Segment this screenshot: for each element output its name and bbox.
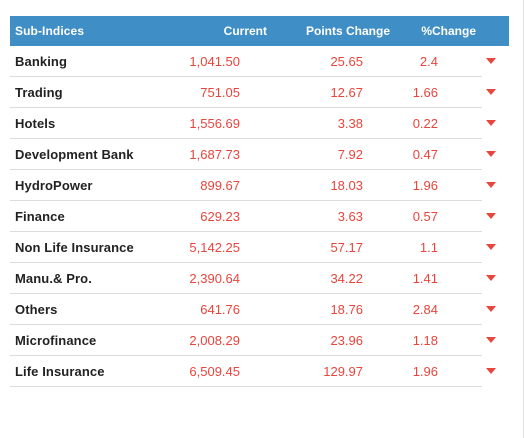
table-header: Sub-Indices Current Points Change %Chang…: [10, 16, 509, 46]
row-current: 1,687.73: [189, 146, 240, 162]
row-current: 5,142.25: [189, 239, 240, 255]
row-percent-change: 2.4: [419, 53, 438, 69]
row-name: Hotels: [15, 115, 56, 131]
row-name: Development Bank: [15, 146, 134, 162]
table-row[interactable]: Finance 629.23 3.63 0.57: [10, 201, 496, 232]
row-current: 1,556.69: [189, 115, 240, 131]
row-percent-change: 1.96: [412, 177, 438, 193]
table-row[interactable]: Others 641.76 18.76 2.84: [10, 294, 496, 325]
row-percent-change: 0.22: [412, 115, 438, 131]
row-name: Others: [15, 301, 58, 317]
down-arrow-icon: [486, 368, 496, 374]
table-row[interactable]: Non Life Insurance 5,142.25 57.17 1.1: [10, 232, 496, 263]
row-points-change: 129.97: [323, 363, 363, 379]
row-name: Life Insurance: [15, 363, 105, 379]
row-percent-change: 1.66: [412, 84, 438, 100]
table-row[interactable]: Trading 751.05 12.67 1.66: [10, 77, 496, 108]
row-current: 899.67: [200, 177, 240, 193]
row-current: 629.23: [200, 208, 240, 224]
row-name: HydroPower: [15, 177, 93, 193]
row-percent-change: 0.47: [412, 146, 438, 162]
row-percent-change: 1.1: [419, 239, 438, 255]
frame-border: [523, 0, 524, 438]
row-current: 2,390.64: [189, 270, 240, 286]
row-name: Microfinance: [15, 332, 97, 348]
table-row[interactable]: Microfinance 2,008.29 23.96 1.18: [10, 325, 496, 356]
table-row[interactable]: Hotels 1,556.69 3.38 0.22: [10, 108, 496, 139]
table-row[interactable]: Banking 1,041.50 25.65 2.4: [10, 46, 496, 77]
row-points-change: 23.96: [330, 332, 363, 348]
row-points-change: 25.65: [330, 53, 363, 69]
header-current[interactable]: Current: [223, 24, 267, 38]
down-arrow-icon: [486, 244, 496, 250]
down-arrow-icon: [486, 337, 496, 343]
row-points-change: 18.76: [330, 301, 363, 317]
row-name: Banking: [15, 53, 67, 69]
row-points-change: 3.38: [337, 115, 363, 131]
row-current: 2,008.29: [189, 332, 240, 348]
row-percent-change: 1.41: [412, 270, 438, 286]
table-row[interactable]: Development Bank 1,687.73 7.92 0.47: [10, 139, 496, 170]
row-name: Trading: [15, 84, 63, 100]
row-current: 6,509.45: [189, 363, 240, 379]
row-current: 641.76: [200, 301, 240, 317]
header-percent-change[interactable]: %Change: [421, 24, 476, 38]
down-arrow-icon: [486, 182, 496, 188]
row-name: Non Life Insurance: [15, 239, 134, 255]
down-arrow-icon: [486, 58, 496, 64]
down-arrow-icon: [486, 151, 496, 157]
row-percent-change: 1.96: [412, 363, 438, 379]
down-arrow-icon: [486, 306, 496, 312]
row-current: 751.05: [200, 84, 240, 100]
row-name: Manu.& Pro.: [15, 270, 92, 286]
row-percent-change: 1.18: [412, 332, 438, 348]
table-row[interactable]: HydroPower 899.67 18.03 1.96: [10, 170, 496, 201]
row-current: 1,041.50: [189, 53, 240, 69]
down-arrow-icon: [486, 89, 496, 95]
header-sub-indices[interactable]: Sub-Indices: [15, 24, 85, 38]
row-points-change: 12.67: [330, 84, 363, 100]
down-arrow-icon: [486, 213, 496, 219]
row-percent-change: 0.57: [412, 208, 438, 224]
row-points-change: 57.17: [330, 239, 363, 255]
down-arrow-icon: [486, 275, 496, 281]
row-points-change: 18.03: [330, 177, 363, 193]
row-points-change: 7.92: [337, 146, 363, 162]
row-points-change: 3.63: [337, 208, 363, 224]
down-arrow-icon: [486, 120, 496, 126]
row-points-change: 34.22: [330, 270, 363, 286]
row-percent-change: 2.84: [412, 301, 438, 317]
row-name: Finance: [15, 208, 65, 224]
header-points-change[interactable]: Points Change: [305, 24, 390, 38]
sub-indices-table: Sub-Indices Current Points Change %Chang…: [10, 16, 509, 387]
table-row[interactable]: Life Insurance 6,509.45 129.97 1.96: [10, 356, 496, 387]
table-row[interactable]: Manu.& Pro. 2,390.64 34.22 1.41: [10, 263, 496, 294]
